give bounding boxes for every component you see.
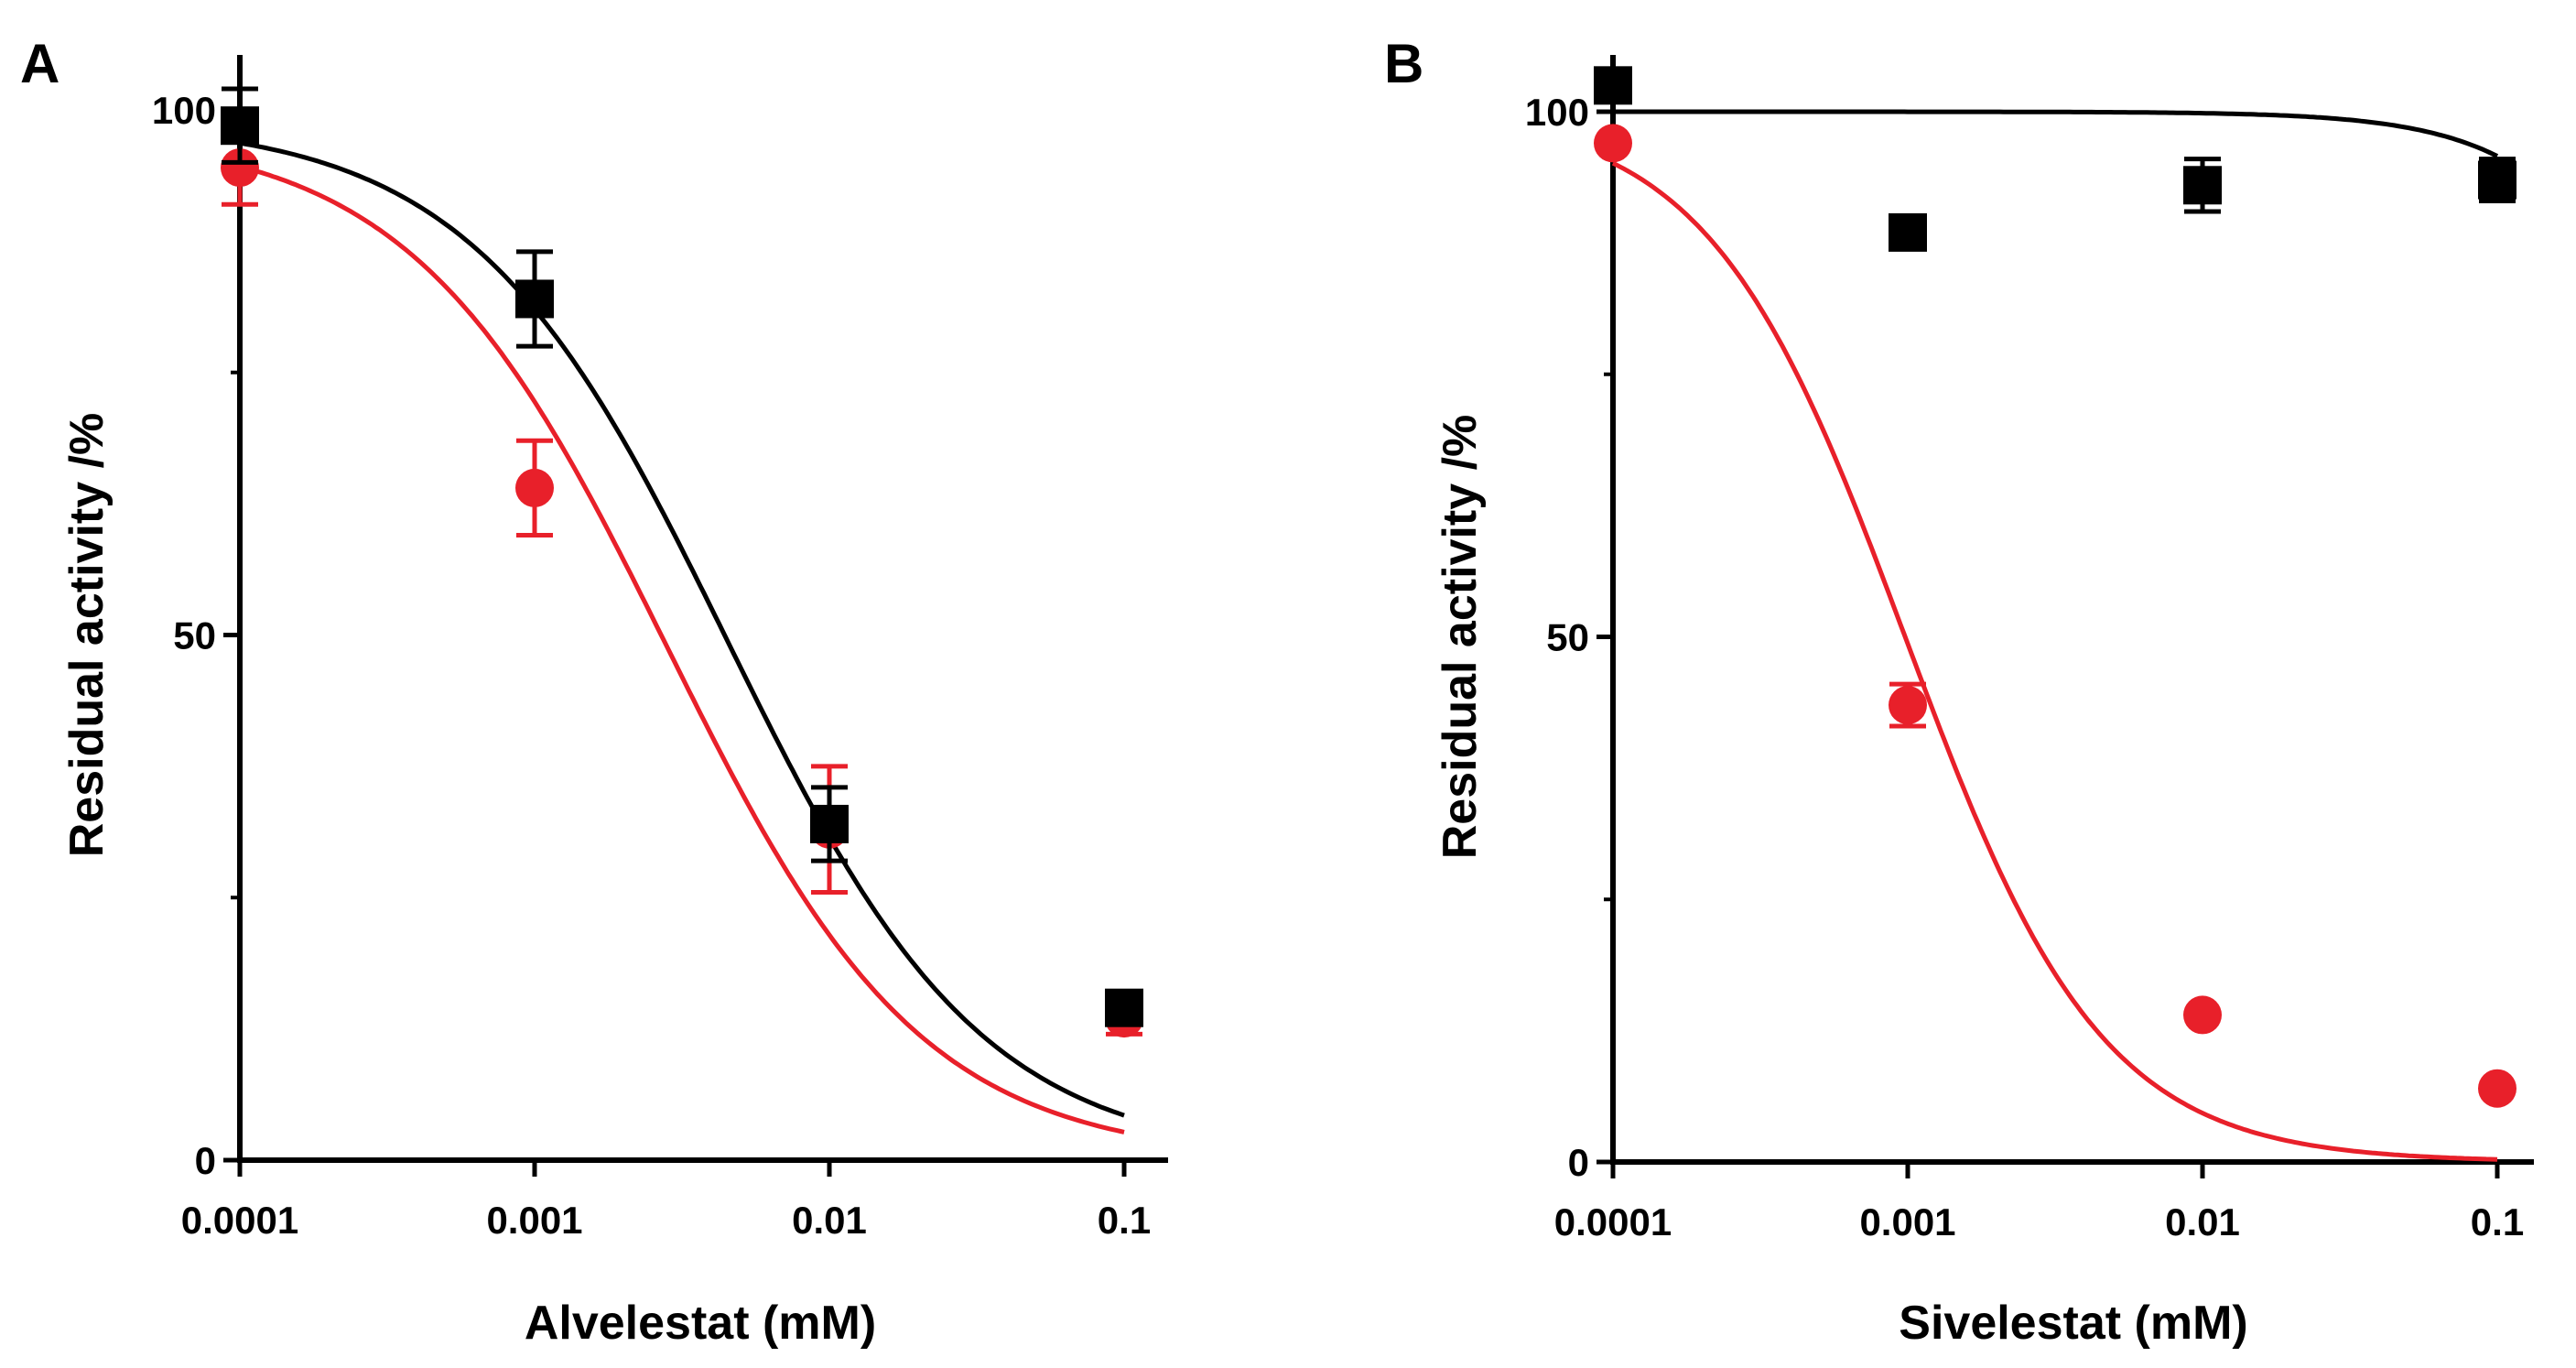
panel-label-b: B bbox=[1384, 33, 1423, 94]
black-square-point-b bbox=[1594, 66, 1632, 105]
black-fit-curve-b bbox=[1613, 109, 2499, 158]
black-square-point-a bbox=[515, 279, 554, 319]
x-axis-label-a: Alvelestat (mM) bbox=[525, 1297, 876, 1350]
black-square-point-a bbox=[1105, 988, 1143, 1027]
x-tick-label-a: 0.01 bbox=[792, 1199, 867, 1242]
black-square-point-b bbox=[2478, 160, 2516, 200]
red-circle-point-b bbox=[2183, 995, 2222, 1035]
y-axis-label-b: Residual activity /% bbox=[1434, 415, 1487, 860]
black-square-point-a bbox=[810, 804, 849, 843]
red-circle-point-b bbox=[2478, 1069, 2516, 1108]
black-square-point-a bbox=[221, 106, 259, 146]
red-circle-point-b bbox=[1889, 686, 1927, 725]
y-tick-label-a: 0 bbox=[195, 1139, 216, 1182]
red-fit-curve-b bbox=[1611, 160, 2498, 1162]
x-tick-label-a: 0.1 bbox=[1098, 1199, 1151, 1242]
x-tick-label-a: 0.001 bbox=[486, 1199, 582, 1242]
red-circle-point-b bbox=[1594, 124, 1632, 163]
x-tick-label-b: 0.01 bbox=[2165, 1200, 2240, 1243]
y-tick-label-a: 50 bbox=[173, 614, 216, 657]
black-fit-curve-a bbox=[239, 140, 1125, 1118]
x-tick-label-b: 0.0001 bbox=[1554, 1200, 1672, 1243]
y-tick-label-a: 100 bbox=[152, 89, 216, 132]
x-axis-label-b: Sivelestat (mM) bbox=[1899, 1297, 2247, 1350]
y-axis-label-a: Residual activity /% bbox=[60, 413, 114, 858]
chart-panel-b: 0 50 100 0.0001 0.001 0.01 0.1 Sivelestat (mM) R… bbox=[1434, 55, 2534, 1350]
x-tick-label-a: 0.0001 bbox=[181, 1199, 298, 1242]
red-circle-point-a bbox=[221, 148, 259, 188]
black-square-point-b bbox=[2183, 166, 2222, 205]
x-tick-label-b: 0.001 bbox=[1859, 1200, 1955, 1243]
red-circle-point-a bbox=[515, 468, 554, 507]
y-tick-label-b: 50 bbox=[1546, 616, 1589, 659]
red-fit-curve-a bbox=[239, 164, 1125, 1135]
black-square-point-b bbox=[1889, 212, 1927, 252]
panel-label-a: A bbox=[20, 33, 60, 94]
x-tick-label-b: 0.1 bbox=[2471, 1200, 2524, 1243]
y-tick-label-b: 0 bbox=[1568, 1141, 1589, 1184]
y-tick-label-b: 100 bbox=[1525, 91, 1589, 134]
chart-panel-a: 0 50 100 0.0001 0.001 0.01 0.1 Alvelestat (mM) R… bbox=[60, 55, 1168, 1350]
